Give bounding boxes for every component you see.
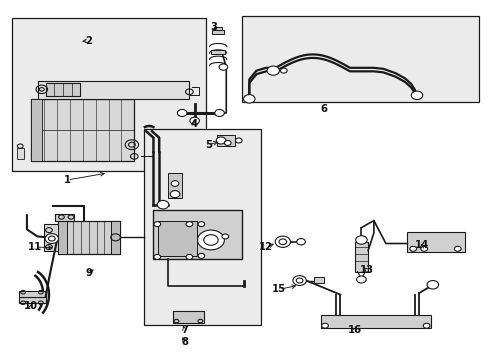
Circle shape	[426, 280, 438, 289]
Bar	[45, 83, 80, 96]
Bar	[143, 129, 261, 325]
Bar	[217, 135, 235, 146]
Circle shape	[198, 222, 204, 226]
Circle shape	[280, 68, 286, 73]
Circle shape	[409, 246, 416, 251]
Circle shape	[216, 137, 225, 144]
Text: 5: 5	[204, 140, 212, 150]
Circle shape	[224, 140, 231, 145]
Text: 15: 15	[271, 284, 285, 294]
Bar	[354, 242, 367, 272]
Circle shape	[355, 236, 366, 244]
Bar	[111, 221, 120, 254]
Circle shape	[177, 109, 186, 117]
Text: 7: 7	[181, 325, 188, 335]
Bar	[407, 232, 464, 252]
Bar	[39, 81, 189, 99]
Circle shape	[266, 66, 279, 75]
Circle shape	[296, 239, 305, 245]
Circle shape	[170, 190, 180, 198]
Text: 9: 9	[85, 269, 92, 279]
Text: 10: 10	[24, 301, 38, 311]
Text: 2: 2	[85, 36, 92, 46]
Bar	[213, 27, 222, 30]
Bar	[172, 311, 203, 323]
Bar	[321, 315, 430, 328]
Bar	[58, 221, 120, 254]
Circle shape	[222, 234, 228, 239]
Circle shape	[198, 253, 204, 258]
Text: 16: 16	[347, 325, 361, 335]
Circle shape	[185, 255, 192, 259]
Bar	[58, 221, 67, 254]
Bar	[31, 99, 134, 161]
Bar	[313, 277, 323, 283]
Bar	[31, 99, 41, 161]
Text: 11: 11	[27, 242, 41, 252]
Text: 13: 13	[359, 265, 373, 275]
Circle shape	[420, 246, 427, 251]
Circle shape	[171, 181, 179, 186]
Circle shape	[453, 246, 460, 251]
Circle shape	[203, 235, 218, 245]
Bar	[55, 214, 74, 221]
Bar	[167, 173, 182, 198]
Bar	[153, 210, 242, 259]
Circle shape	[243, 95, 255, 103]
Bar	[19, 297, 45, 303]
Text: 12: 12	[259, 242, 272, 252]
Circle shape	[45, 234, 59, 243]
Text: 3: 3	[209, 22, 216, 32]
Circle shape	[219, 64, 227, 70]
Bar	[211, 30, 224, 33]
Text: 8: 8	[181, 337, 188, 347]
Circle shape	[189, 117, 199, 124]
Text: 1: 1	[63, 175, 71, 185]
Bar	[158, 221, 196, 256]
Bar	[19, 291, 45, 297]
Circle shape	[356, 276, 366, 283]
Circle shape	[321, 323, 328, 328]
Circle shape	[214, 109, 224, 117]
Circle shape	[275, 236, 290, 247]
Circle shape	[154, 222, 160, 226]
Bar	[44, 224, 59, 251]
Circle shape	[197, 230, 224, 250]
Circle shape	[154, 255, 160, 259]
Bar	[12, 18, 206, 171]
Circle shape	[410, 91, 422, 100]
Text: 6: 6	[320, 104, 326, 114]
Circle shape	[235, 138, 242, 143]
Bar	[210, 50, 225, 54]
Circle shape	[292, 276, 305, 285]
Circle shape	[185, 222, 192, 226]
Bar	[242, 16, 478, 102]
Bar	[17, 148, 23, 159]
Text: 14: 14	[414, 240, 428, 250]
Circle shape	[423, 323, 429, 328]
Text: 4: 4	[190, 118, 197, 129]
Circle shape	[157, 201, 168, 209]
